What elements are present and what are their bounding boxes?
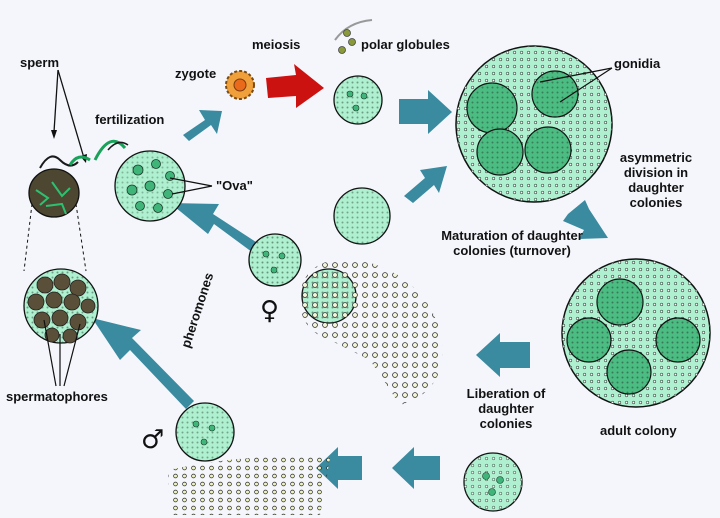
label-gonidia: gonidia [614,56,661,71]
polar-globules-icon [338,29,356,54]
arrow-adult-to-liberation [476,333,530,377]
spermatophore-pointer-1 [43,319,57,387]
male-symbol: ♂ [141,425,165,455]
sperm-flagellum [107,141,129,151]
spermatophore-packets [27,273,96,344]
label-adult-colony: adult colony [600,423,677,438]
polar-globule-strand [334,19,373,41]
ova-pointer-2 [171,185,213,195]
released-sperm-scatter [168,456,330,515]
label-polar-globules: polar globules [361,37,450,52]
label-zygote: zygote [175,66,217,81]
zygote-nucleus [233,78,247,92]
sperm-pointer-2 [57,69,85,159]
zoom-line-right [75,203,87,272]
gonidia-pointer-1 [539,67,613,83]
arrow-liberation-left-2 [316,447,362,489]
label-ova: "Ova" [216,178,253,193]
sperm-tail [39,155,79,169]
daughter-colony-texture [334,188,390,244]
liberated-colony-cells [482,472,504,496]
sperm-cell [68,155,91,166]
arrow-fertilization-to-zygote [183,110,222,141]
gonidia-pointer-2 [559,67,613,103]
adult-daughter-colonies [566,278,701,395]
label-maturation: Maturation of daughter colonies (turnove… [441,228,583,258]
label-liberation: Liberation of daughter colonies [466,386,546,431]
sperm-packet-icon [28,168,80,218]
label-fertilization: fertilization [95,112,165,127]
zoom-line-left [23,203,33,272]
ova-cells [126,159,175,213]
sperm-pointer-1 [53,69,59,133]
sperm-pointer-head-1 [51,130,57,139]
arrow-liberation-left-1 [392,447,440,489]
female-symbol: ♀ [260,296,280,326]
arrow-division-to-adult [563,200,608,239]
label-sperm: sperm [20,55,60,70]
sperm-swimming [93,139,127,161]
post-meiosis-colony-texture [334,76,382,124]
post-meiosis-cells [346,90,368,112]
arrow-colony-to-gonidia [404,166,447,203]
female-colony-upper-texture [249,234,301,286]
label-spermatophores: spermatophores [6,389,108,404]
arrow-meiosis [266,64,324,108]
female-colony-upper-eggs [262,250,286,274]
label-meiosis: meiosis [252,37,301,52]
arrow-zygote-to-meiosis-colony [399,90,452,134]
ova-pointer-1 [169,177,213,187]
arrow-female-to-ova [170,203,262,255]
sperm-packet-flagella [35,181,71,215]
spermatophore-pointer-3 [63,323,81,387]
male-colony-cells [192,420,216,446]
label-asymmetric-division: asymmetric division in daughter colonies [619,150,693,210]
liberated-daughter-colony-texture [464,453,522,511]
gonidia-group [466,70,579,176]
released-ova-scatter [300,258,443,405]
male-colony-texture [176,403,234,461]
arrow-male-to-spermatophores [92,318,194,409]
